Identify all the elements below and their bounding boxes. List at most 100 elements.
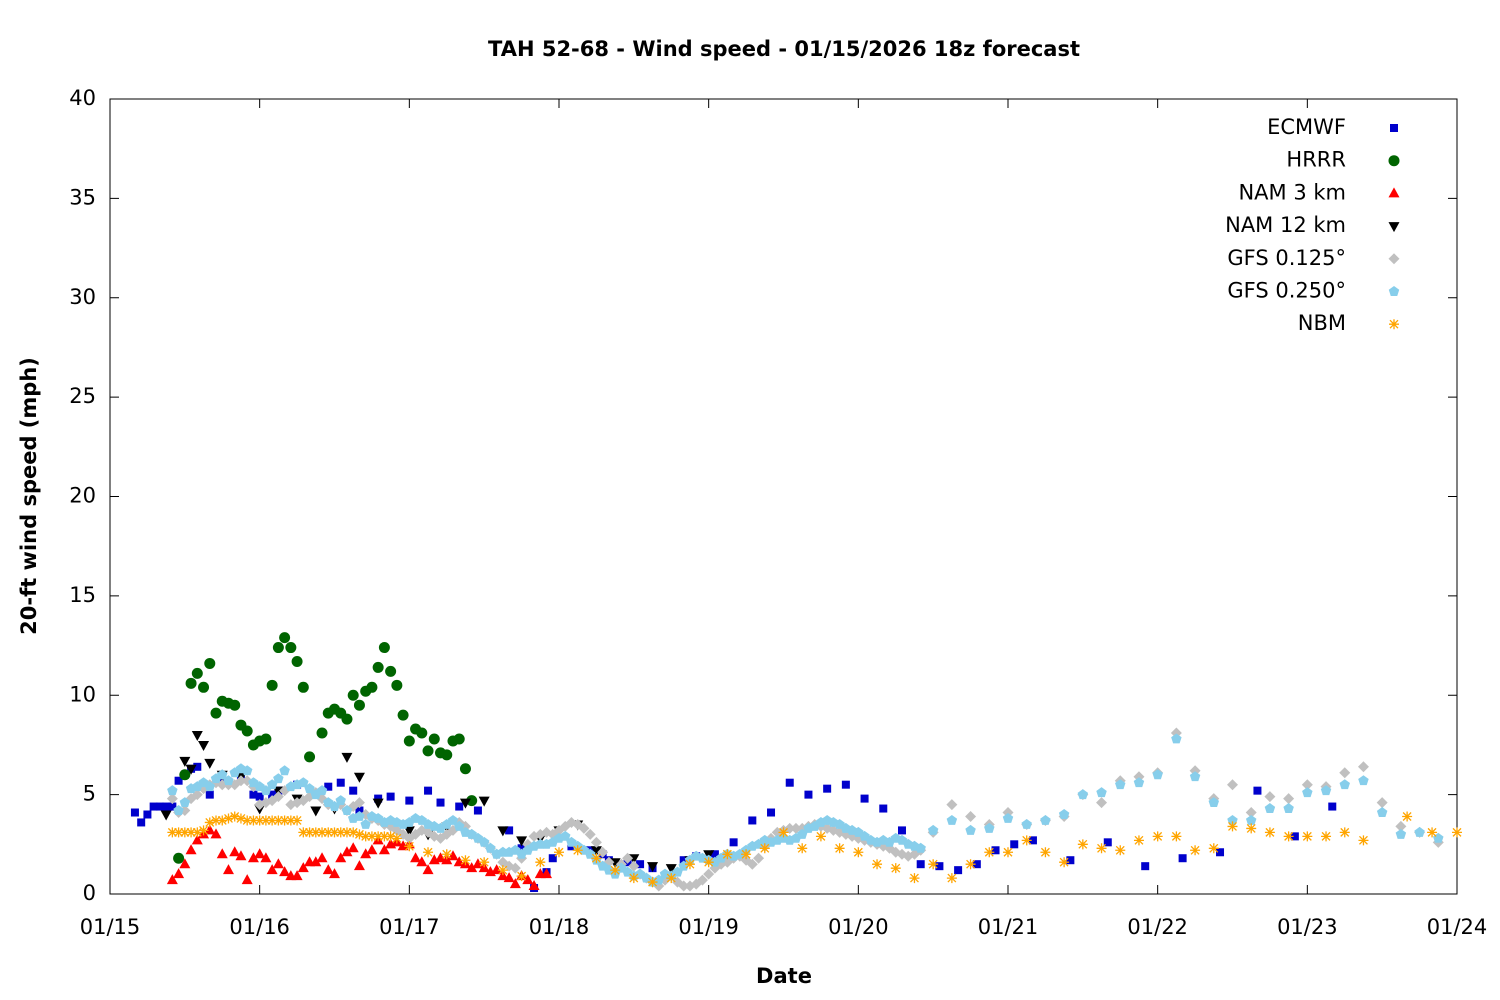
data-point (1189, 771, 1201, 782)
data-point (1171, 733, 1182, 744)
data-point (1002, 812, 1014, 823)
data-point (1376, 797, 1388, 809)
data-point (179, 756, 191, 767)
data-point (647, 862, 659, 873)
data-point (223, 775, 234, 786)
data-point (403, 826, 415, 837)
data-point (341, 752, 353, 763)
data-point (174, 776, 183, 785)
legend-label: NAM 3 km (1238, 180, 1346, 204)
data-point (241, 725, 253, 737)
data-point (815, 831, 826, 842)
legend-label: HRRR (1286, 148, 1346, 172)
data-point (210, 707, 222, 719)
data-point (590, 836, 602, 848)
x-tick-label: 01/22 (1127, 915, 1188, 939)
data-point (204, 824, 216, 835)
data-point (360, 831, 371, 842)
data-point (823, 784, 832, 793)
data-point (1040, 847, 1051, 858)
x-tick-label: 01/17 (379, 915, 440, 939)
data-point (497, 865, 508, 876)
data-point (248, 815, 259, 826)
data-point (459, 763, 471, 775)
data-point (130, 808, 139, 817)
data-point (984, 847, 995, 858)
data-point (204, 781, 216, 792)
data-point (678, 880, 690, 892)
data-point (628, 873, 639, 884)
data-point (173, 827, 184, 838)
data-point (1216, 848, 1225, 857)
data-point (1339, 779, 1350, 790)
data-point (1208, 797, 1220, 808)
data-point (853, 847, 864, 858)
data-point (366, 681, 378, 693)
data-point (372, 798, 384, 809)
data-point (1059, 857, 1070, 868)
data-point (316, 785, 328, 796)
data-point (179, 858, 191, 869)
data-point (191, 667, 203, 679)
data-point (162, 802, 171, 811)
data-point (353, 699, 365, 711)
data-point (741, 849, 752, 860)
data-point (1264, 827, 1275, 838)
data-point (935, 862, 944, 871)
data-point (292, 815, 303, 826)
data-point (522, 874, 534, 885)
data-point (297, 681, 309, 693)
data-point (386, 792, 395, 801)
x-tick-label: 01/19 (678, 915, 739, 939)
data-point (1253, 786, 1262, 795)
data-point (578, 822, 590, 834)
data-point (1178, 854, 1187, 863)
data-point (610, 865, 621, 876)
y-tick-label: 20 (69, 484, 96, 508)
data-point (954, 866, 963, 875)
data-point (459, 798, 471, 809)
data-point (1358, 835, 1369, 846)
data-point (572, 845, 583, 856)
data-point (535, 857, 546, 868)
data-point (1302, 831, 1313, 842)
data-point (291, 870, 303, 881)
data-point (441, 749, 453, 761)
data-point (217, 815, 228, 826)
data-point (235, 775, 247, 787)
data-point (193, 762, 202, 771)
data-point (541, 868, 553, 879)
data-point (1427, 827, 1438, 838)
data-point (378, 844, 390, 855)
data-point (266, 864, 278, 875)
data-point (516, 836, 528, 847)
y-tick-label: 5 (83, 782, 96, 806)
data-point (198, 740, 210, 751)
data-point (173, 852, 185, 864)
data-point (185, 677, 197, 689)
data-point (391, 833, 402, 844)
data-point (185, 844, 197, 855)
data-point (1245, 807, 1257, 819)
data-point (1028, 836, 1037, 845)
data-point (347, 842, 359, 853)
chart-title: TAH 52-68 - Wind speed - 01/15/2026 18z … (488, 37, 1080, 61)
data-point (897, 826, 906, 835)
data-point (965, 859, 976, 870)
data-point (192, 827, 203, 838)
data-point (778, 827, 789, 838)
data-point (229, 846, 241, 857)
data-point (329, 827, 340, 838)
legend-marker (1388, 187, 1400, 198)
legend-marker (1390, 124, 1398, 132)
x-tick-label: 01/23 (1277, 915, 1338, 939)
data-point (453, 820, 465, 831)
data-point (666, 873, 677, 884)
data-point (473, 806, 482, 815)
data-point (285, 815, 296, 826)
y-axis-label: 20-ft wind speed (mph) (17, 357, 41, 635)
data-point (509, 878, 521, 889)
data-point (647, 877, 658, 888)
data-point (229, 699, 241, 711)
